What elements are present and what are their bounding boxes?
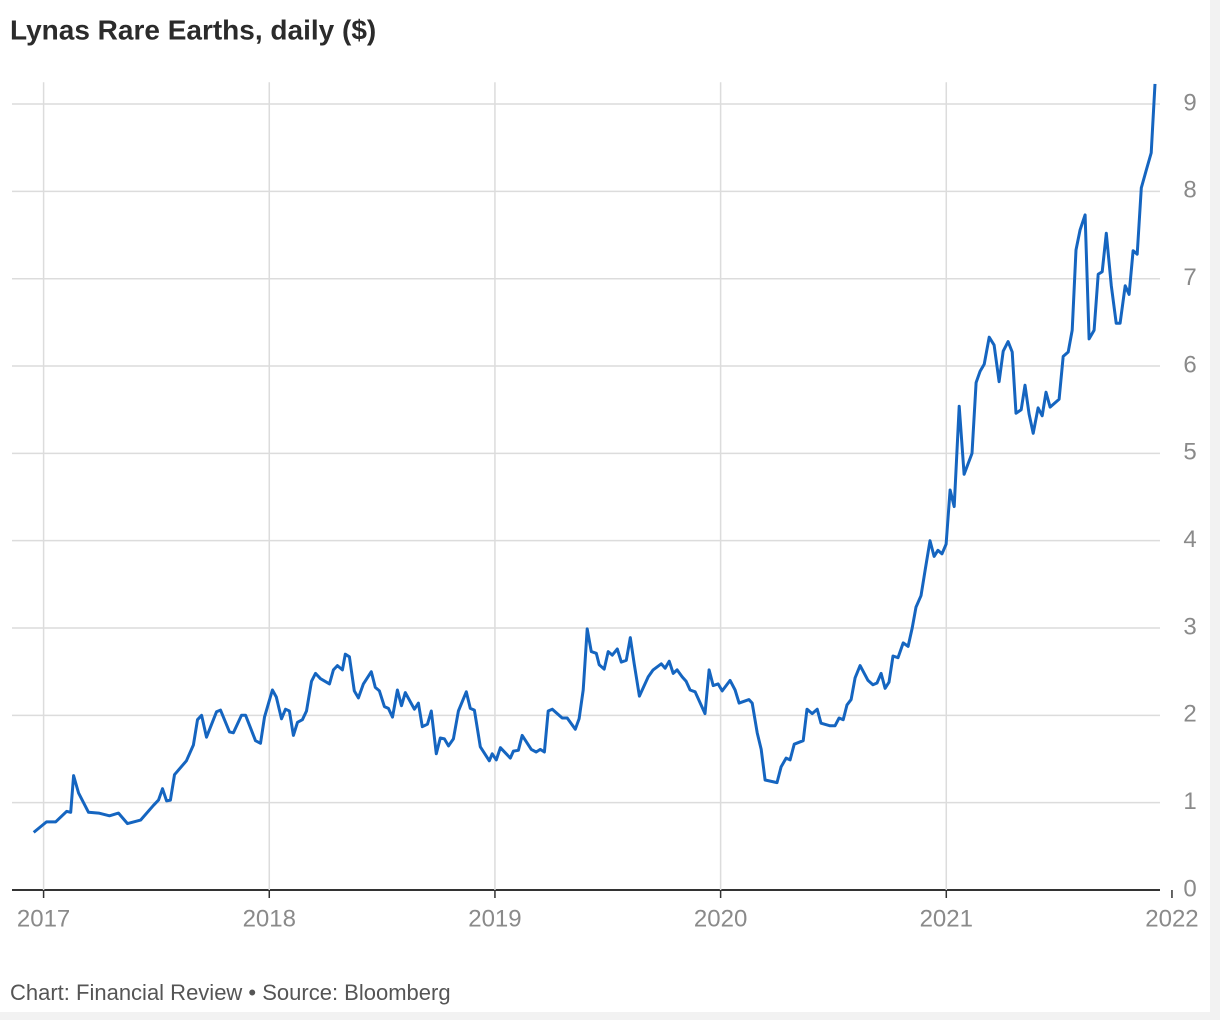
- y-tick-label: 9: [1183, 89, 1196, 116]
- y-tick-label: 8: [1183, 177, 1196, 204]
- y-tick-label: 3: [1183, 613, 1196, 640]
- x-tick-label: 2018: [243, 905, 296, 932]
- y-tick-label: 2: [1183, 701, 1196, 728]
- y-tick-label: 0: [1183, 875, 1196, 902]
- x-tick-label: 2017: [17, 905, 70, 932]
- source-note: Chart: Financial Review • Source: Bloomb…: [10, 980, 451, 1005]
- price-line: [32, 83, 1157, 834]
- x-tick-label: 2022: [1145, 905, 1198, 932]
- y-tick-label: 7: [1183, 264, 1196, 291]
- x-tick-label: 2020: [694, 905, 747, 932]
- y-tick-label: 4: [1183, 526, 1196, 553]
- chart-title: Lynas Rare Earths, daily ($): [10, 14, 376, 45]
- y-tick-label: 6: [1183, 351, 1196, 378]
- x-tick-label: 2019: [468, 905, 521, 932]
- x-tick-label: 2021: [920, 905, 973, 932]
- y-tick-label: 1: [1183, 788, 1196, 815]
- y-tick-label: 5: [1183, 439, 1196, 466]
